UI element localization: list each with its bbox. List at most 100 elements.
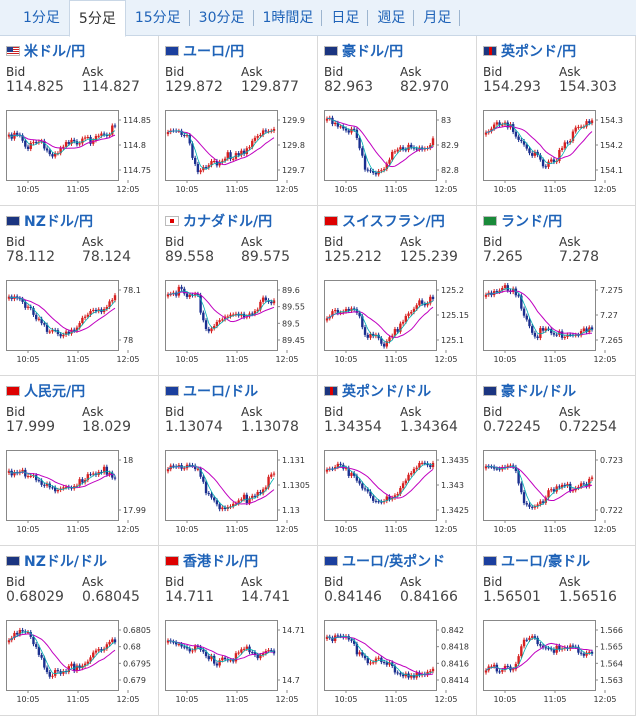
mini-chart[interactable]: 114.85 114.8 114.75 10:05 11:05 12:05 xyxy=(6,108,152,198)
candle xyxy=(51,327,54,334)
candle xyxy=(183,132,186,138)
candle xyxy=(574,125,577,134)
mini-chart[interactable]: 1.3435 1.343 1.3425 10:05 11:05 12:05 xyxy=(324,448,470,538)
mini-chart[interactable]: 125.2 125.15 125.1 10:05 11:05 12:05 xyxy=(324,278,470,368)
bid-value: 125.212 xyxy=(324,249,382,265)
mini-chart[interactable]: 1.566 1.565 1.564 1.563 10:05 11:05 12:05 xyxy=(483,618,629,708)
candle xyxy=(213,653,216,666)
mini-chart[interactable]: 154.3 154.2 154.1 10:05 11:05 12:05 xyxy=(483,108,629,198)
candle xyxy=(48,329,51,334)
candle xyxy=(514,464,518,474)
candle xyxy=(251,493,254,501)
tab-4[interactable]: 1時間足 xyxy=(254,0,323,36)
tab-2[interactable]: 15分足 xyxy=(126,0,190,36)
tab-0[interactable]: 1分足 xyxy=(23,9,60,26)
candle xyxy=(64,668,68,675)
bid-ask-values: 125.212 125.239 xyxy=(324,249,476,267)
candle xyxy=(514,661,518,672)
candle xyxy=(525,313,528,322)
mini-chart[interactable]: 0.6805 0.68 0.6795 0.679 10:05 11:05 12:05 xyxy=(6,618,152,708)
candle xyxy=(511,122,515,135)
x-tick-label: 11:05 xyxy=(225,185,248,194)
x-tick-label: 11:05 xyxy=(543,525,566,534)
pair-link[interactable]: 米ドル/円 xyxy=(24,44,86,60)
tab-5[interactable]: 日足 xyxy=(322,0,369,36)
candle xyxy=(555,158,558,165)
candle xyxy=(552,647,556,655)
mini-chart[interactable]: 0.842 0.8418 0.8416 0.8414 10:05 11:05 12:05 xyxy=(324,618,470,708)
ask-value: 0.68045 xyxy=(82,589,140,605)
candle xyxy=(193,463,197,472)
pair-link[interactable]: 香港ドル/円 xyxy=(183,554,259,570)
candle xyxy=(240,148,243,158)
card-title: ランド/円 xyxy=(483,211,635,231)
candle xyxy=(342,462,345,471)
candle xyxy=(404,147,408,153)
tab-1[interactable]: 5分足 xyxy=(68,0,126,37)
ask-value: 125.239 xyxy=(400,249,458,265)
y-tick-label: 125.1 xyxy=(441,336,464,345)
pair-link[interactable]: 豪ドル/円 xyxy=(342,44,404,60)
pair-link[interactable]: ユーロ/ドル xyxy=(183,384,259,400)
candle xyxy=(498,669,501,674)
candle xyxy=(202,474,205,484)
pair-link[interactable]: 人民元/円 xyxy=(24,384,86,400)
candle xyxy=(37,316,41,322)
ask-label: Ask xyxy=(400,405,422,419)
pair-link[interactable]: カナダドル/円 xyxy=(183,214,273,230)
ask-label: Ask xyxy=(241,65,263,79)
candle xyxy=(56,668,60,674)
candle xyxy=(333,307,337,314)
candle xyxy=(166,467,170,474)
candle xyxy=(514,129,518,139)
candle xyxy=(396,147,399,154)
ask-value: 1.13078 xyxy=(241,419,299,435)
mini-chart[interactable]: 14.71 14.7 10:05 11:05 12:05 xyxy=(165,618,311,708)
x-tick-label: 11:05 xyxy=(384,355,407,364)
x-tick-label: 10:05 xyxy=(493,695,516,704)
pair-link[interactable]: NZドル/ドル xyxy=(24,554,107,570)
mini-chart[interactable]: 0.723 0.722 10:05 11:05 12:05 xyxy=(483,448,629,538)
mini-chart[interactable]: 18 17.99 10:05 11:05 12:05 xyxy=(6,448,152,538)
card-title: ユーロ/豪ドル xyxy=(483,551,635,571)
pair-link[interactable]: 英ポンド/ドル xyxy=(342,384,432,400)
rate-card: ユーロ/豪ドル Bid Ask 1.56501 1.56516 1.566 1.565 1.5… xyxy=(477,546,636,716)
candle xyxy=(26,144,30,152)
tab-6[interactable]: 週足 xyxy=(368,0,415,36)
pair-link[interactable]: ユーロ/豪ドル xyxy=(501,554,591,570)
y-tick-label: 18 xyxy=(123,456,133,465)
candle xyxy=(70,137,73,146)
bid-ask-labels: Bid Ask xyxy=(324,65,476,79)
candle xyxy=(355,127,359,141)
pair-link[interactable]: スイスフラン/円 xyxy=(342,214,445,230)
pair-link[interactable]: 英ポンド/円 xyxy=(501,44,577,60)
candle xyxy=(234,651,238,664)
candle xyxy=(361,481,364,491)
mini-chart[interactable]: 7.275 7.27 7.265 10:05 11:05 12:05 xyxy=(483,278,629,368)
candle xyxy=(579,650,583,656)
pair-link[interactable]: ユーロ/英ポンド xyxy=(342,554,446,570)
flag-icon xyxy=(6,386,20,396)
pair-link[interactable]: 豪ドル/ドル xyxy=(501,384,577,400)
pair-link[interactable]: NZドル/円 xyxy=(24,214,93,230)
candle xyxy=(166,292,170,299)
candle xyxy=(196,644,200,650)
rate-card: 英ポンド/ドル Bid Ask 1.34354 1.34364 1.3435 1.343 1.… xyxy=(318,376,477,546)
pair-link[interactable]: ユーロ/円 xyxy=(183,44,245,60)
tab-7[interactable]: 月足 xyxy=(414,0,461,36)
candle xyxy=(401,672,405,679)
pair-link[interactable]: ランド/円 xyxy=(501,214,563,230)
bid-ask-values: 114.825 114.827 xyxy=(6,79,158,97)
mini-chart[interactable]: 129.9 129.8 129.7 10:05 11:05 12:05 xyxy=(165,108,311,198)
mini-chart[interactable]: 89.6 89.55 89.5 89.45 10:05 11:05 12:05 xyxy=(165,278,311,368)
mini-chart[interactable]: 83 82.9 82.8 10:05 11:05 12:05 xyxy=(324,108,470,198)
candle xyxy=(102,464,106,475)
mini-chart[interactable]: 1.131 1.1305 1.13 10:05 11:05 12:05 xyxy=(165,448,311,538)
x-tick-label: 10:05 xyxy=(175,525,198,534)
card-title: 香港ドル/円 xyxy=(165,551,317,571)
candle xyxy=(590,118,594,126)
ask-label: Ask xyxy=(82,235,104,249)
mini-chart[interactable]: 78.1 78 10:05 11:05 12:05 xyxy=(6,278,152,368)
tab-3[interactable]: 30分足 xyxy=(190,0,254,36)
candle xyxy=(229,312,232,319)
